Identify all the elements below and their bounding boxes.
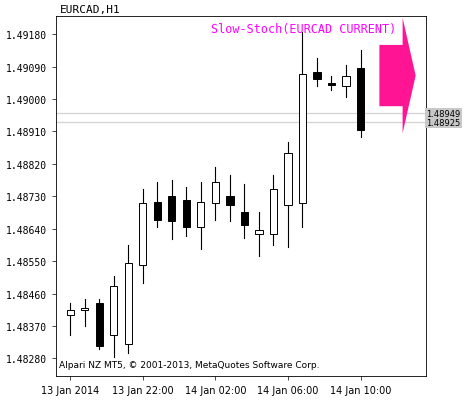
Bar	[343, 76, 350, 87]
Bar	[67, 310, 74, 315]
Bar	[255, 231, 262, 235]
Bar	[328, 83, 335, 86]
Text: 1.48925: 1.48925	[426, 119, 460, 128]
Bar	[226, 197, 233, 206]
Text: Alpari NZ MT5, © 2001-2013, MetaQuotes Software Corp.: Alpari NZ MT5, © 2001-2013, MetaQuotes S…	[59, 360, 320, 369]
Bar	[284, 154, 292, 206]
Bar	[183, 200, 190, 227]
Text: EURCAD,H1: EURCAD,H1	[59, 5, 120, 15]
Bar	[154, 202, 161, 220]
Text: Slow-Stoch(EURCAD CURRENT): Slow-Stoch(EURCAD CURRENT)	[211, 22, 397, 35]
Bar	[212, 182, 219, 204]
Bar	[357, 69, 364, 130]
Text: 1.48949: 1.48949	[426, 109, 460, 119]
Bar	[139, 204, 146, 265]
Bar	[124, 263, 132, 344]
Bar	[96, 303, 103, 346]
Bar	[81, 308, 89, 310]
Polygon shape	[379, 19, 416, 134]
Bar	[241, 213, 248, 225]
Bar	[168, 197, 176, 222]
Bar	[313, 73, 321, 80]
Bar	[299, 75, 306, 204]
Bar	[110, 287, 117, 335]
Bar	[270, 190, 277, 235]
Bar	[197, 202, 205, 227]
